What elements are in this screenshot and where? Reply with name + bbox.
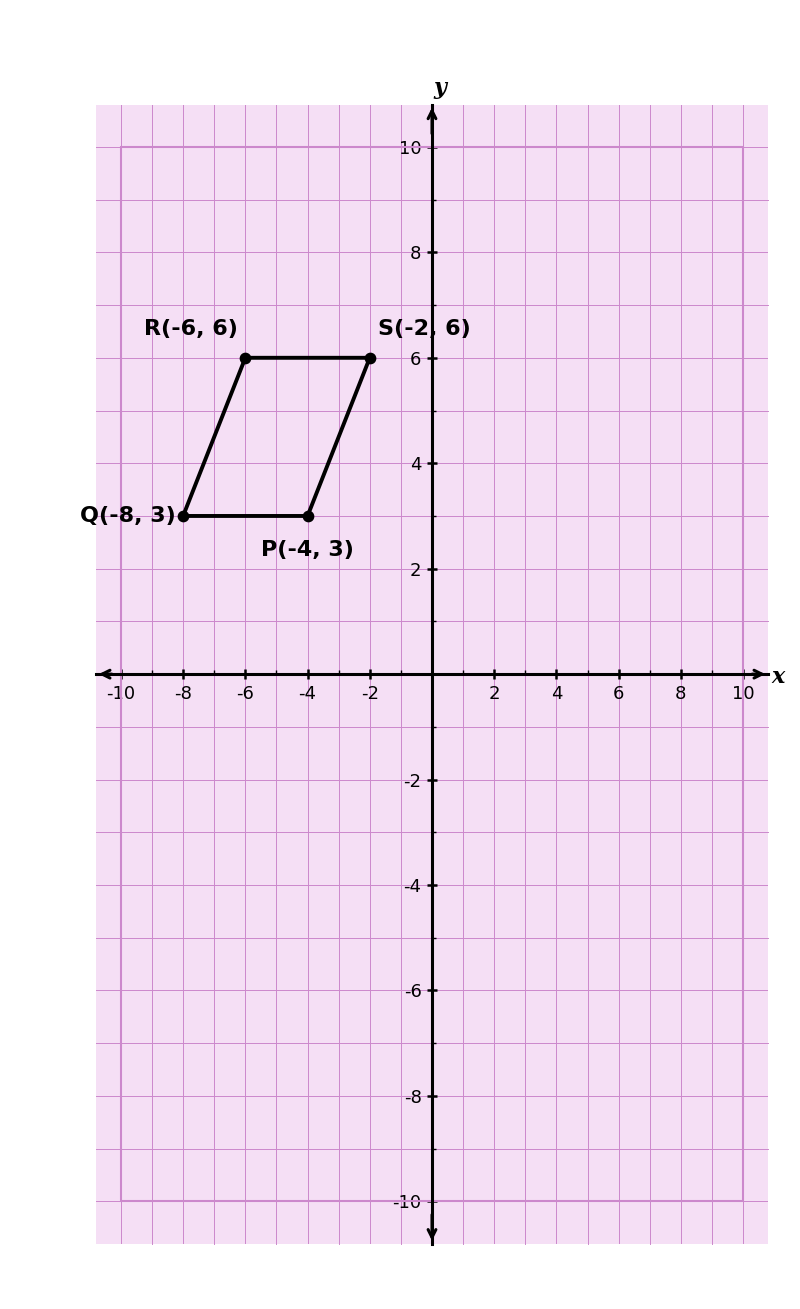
Text: S(-2, 6): S(-2, 6) bbox=[378, 319, 470, 339]
Text: x: x bbox=[771, 666, 784, 687]
Point bbox=[363, 347, 376, 368]
Point bbox=[239, 347, 252, 368]
Text: Q(-8, 3): Q(-8, 3) bbox=[79, 507, 175, 526]
Point bbox=[177, 505, 190, 526]
Point bbox=[301, 505, 314, 526]
Text: y: y bbox=[434, 77, 446, 99]
Text: P(-4, 3): P(-4, 3) bbox=[261, 539, 354, 560]
Text: R(-6, 6): R(-6, 6) bbox=[144, 319, 238, 339]
